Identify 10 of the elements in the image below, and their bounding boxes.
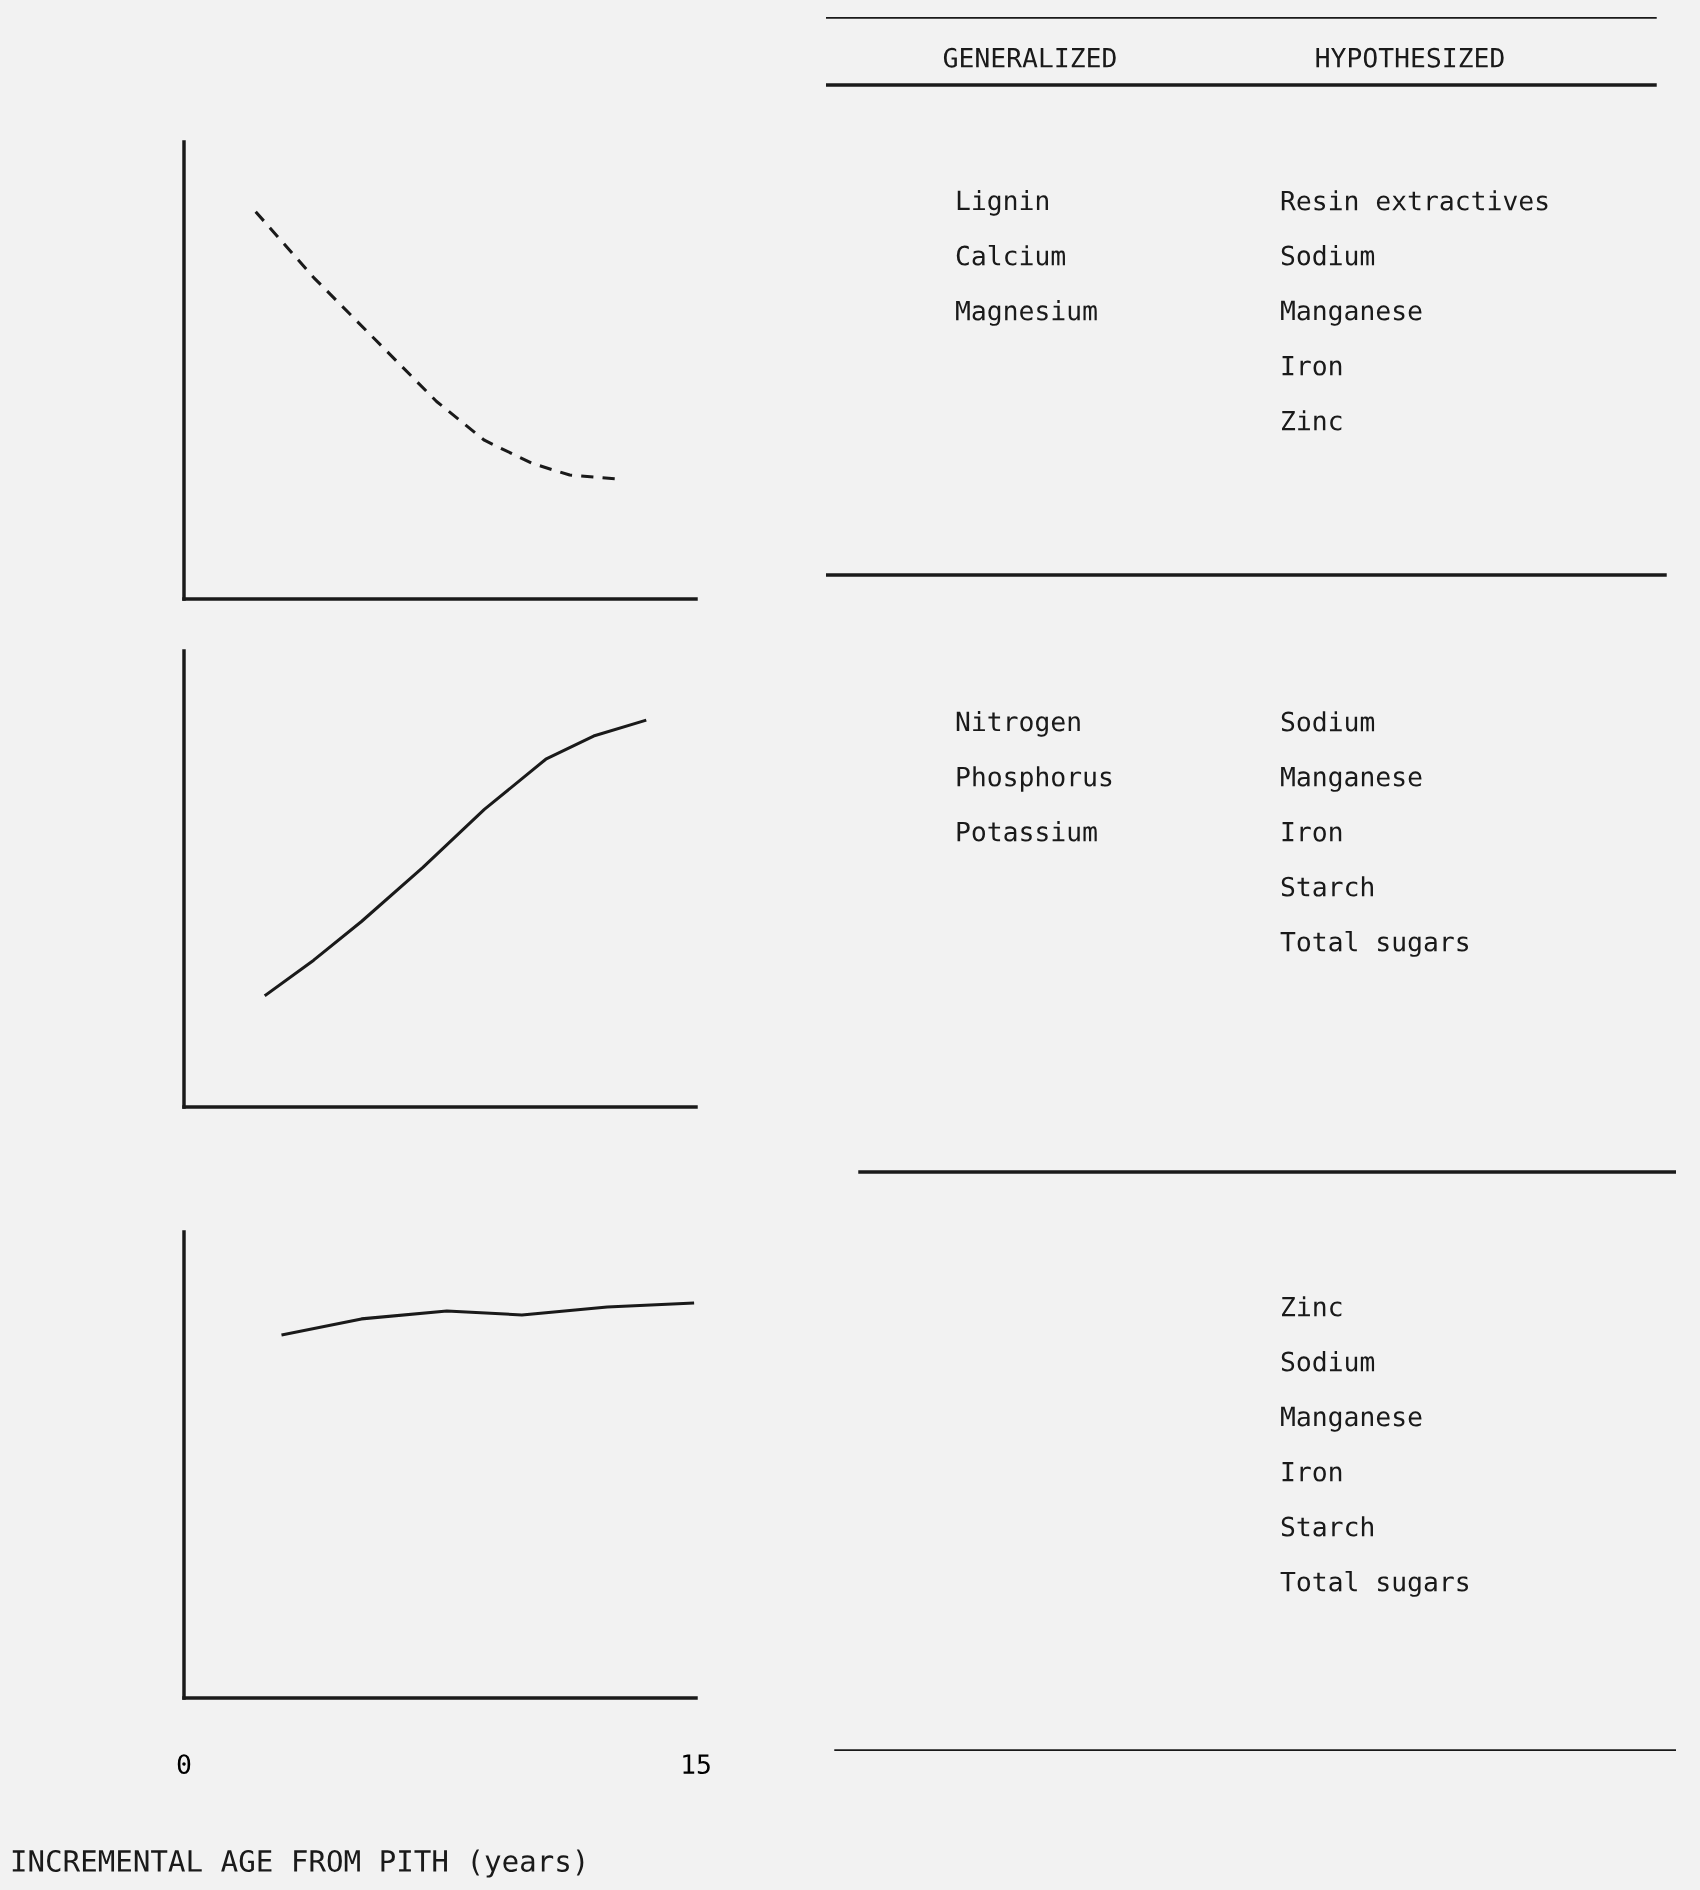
- category-label: HYPOTHESIZED: [1316, 47, 1504, 68]
- text: Zinc Sodium Manganese Iron Starch Total sugars: [1280, 1296, 1469, 1597]
- x-axis-title: INCREMENTAL AGE FROM PITH (years): [12, 1849, 584, 1878]
- text: Sodium Manganese Iron Starch Total sugars: [1280, 711, 1469, 957]
- text: Lignin Calcium Magnesium: [956, 190, 1097, 326]
- text: Resin extractives Sodium Manganese Iron Zinc: [1281, 190, 1548, 431]
- x-tick-label: 15: [683, 1754, 710, 1775]
- category-label: GENERALIZED: [943, 47, 1116, 68]
- text: Nitrogen Phosphorus Potassium: [956, 711, 1112, 842]
- x-tick-label: 0: [177, 1754, 191, 1775]
